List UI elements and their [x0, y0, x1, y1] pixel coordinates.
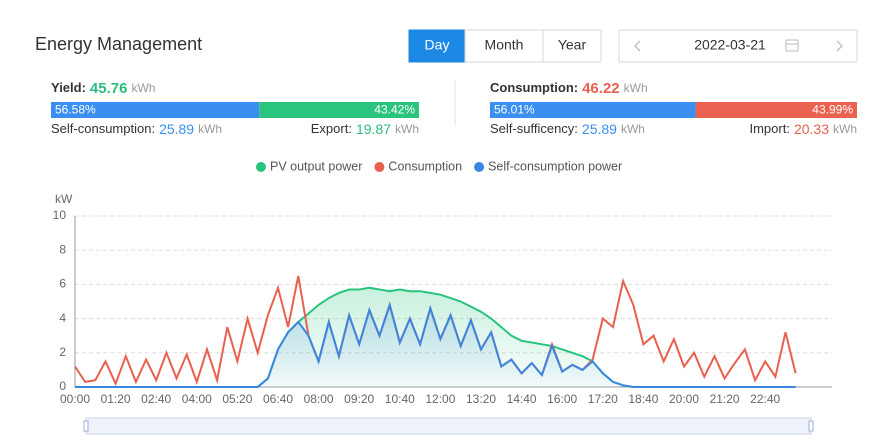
panel-value: 45.76	[90, 80, 128, 97]
tab[interactable]	[464, 29, 544, 63]
x-tick-label: 17:20	[588, 392, 618, 406]
share-label: 43.99%	[812, 103, 853, 117]
legend-label[interactable]: Self-consumption power	[488, 159, 622, 173]
date: 2022-03-21	[694, 37, 766, 53]
detail-value: 25.89	[159, 121, 194, 137]
detail-label: Self-sufficency:	[490, 121, 578, 136]
detail-unit: kWh	[833, 122, 857, 136]
share-bar	[490, 102, 696, 118]
y-axis-label: kW	[55, 192, 73, 206]
x-tick-label: 00:00	[60, 392, 90, 406]
y-tick-label: 0	[59, 379, 66, 393]
detail-value: 19.87	[356, 121, 391, 137]
y-tick-label: 10	[53, 208, 67, 222]
share-label: 56.58%	[55, 103, 96, 117]
share-label: 43.42%	[374, 103, 415, 117]
line	[75, 301, 796, 388]
x-tick-label: 14:40	[507, 392, 537, 406]
y-tick-label: 6	[59, 277, 66, 291]
detail-label: Self-consumption:	[51, 121, 155, 136]
x-tick-label: 04:00	[182, 392, 212, 406]
legend-marker[interactable]	[474, 162, 485, 172]
panel-heading: Yield: 45.76 kWh	[51, 80, 155, 97]
date-picker[interactable]	[618, 29, 858, 63]
x-tick-label: 18:40	[628, 392, 658, 406]
x-tick-label: 09:20	[344, 392, 374, 406]
tab-label[interactable]: Day	[425, 37, 450, 53]
x-tick-label: 08:00	[304, 392, 334, 406]
detail-unit: kWh	[395, 122, 419, 136]
panel-label: Consumption:	[490, 80, 578, 95]
panel-detail: Import: 20.33 kWh	[749, 121, 857, 137]
calendar-icon	[785, 39, 799, 52]
panel-unit: kWh	[131, 81, 155, 95]
panel-value: 46.22	[582, 80, 620, 97]
zoom-slider[interactable]	[83, 417, 814, 435]
share-bar	[259, 102, 419, 118]
detail-unit: kWh	[621, 122, 645, 136]
x-tick-label: 01:20	[101, 392, 131, 406]
x-tick-label: 12:00	[425, 392, 455, 406]
x-tick-label: 02:40	[141, 392, 171, 406]
x-tick-label: 16:00	[547, 392, 577, 406]
y-tick-label: 8	[59, 242, 66, 256]
panel-detail: Self-consumption: 25.89 kWh	[51, 121, 222, 137]
detail-value: 20.33	[794, 121, 829, 137]
panel-heading: Consumption: 46.22 kWh	[490, 80, 648, 97]
panel-label: Yield:	[51, 80, 86, 95]
tab-label[interactable]: Month	[485, 37, 524, 53]
share-label: 56.01%	[494, 103, 535, 117]
x-tick-label: 22:40	[750, 392, 780, 406]
x-tick-label: 05:20	[222, 392, 252, 406]
y-tick-label: 4	[59, 311, 66, 325]
tab[interactable]	[408, 29, 466, 63]
x-tick-label: 10:40	[385, 392, 415, 406]
detail-label: Export:	[311, 121, 352, 136]
legend-marker[interactable]	[374, 162, 385, 172]
tab-group: Day Month Year	[408, 29, 602, 63]
area	[75, 304, 796, 387]
legend-label[interactable]: PV output power	[270, 159, 362, 173]
panel-detail: Export: 19.87 kWh	[311, 121, 419, 137]
chart: kW 0 2 4 6 8 10 00:00 01:20 02:40 04:00 05:20 06:40 0…	[53, 159, 832, 406]
tab-label[interactable]: Year	[558, 37, 587, 53]
tab[interactable]	[542, 29, 602, 63]
x-tick-label: 20:00	[669, 392, 699, 406]
next-arrow[interactable]	[836, 40, 843, 52]
x-tick-label: 21:20	[710, 392, 740, 406]
share-bar	[695, 102, 857, 118]
y-tick-label: 2	[59, 345, 66, 359]
legend-marker[interactable]	[256, 162, 266, 172]
share-bar	[51, 102, 260, 118]
detail-value: 25.89	[582, 121, 617, 137]
x-tick-label: 13:20	[466, 392, 496, 406]
legend-label[interactable]: Consumption	[388, 159, 462, 173]
detail-unit: kWh	[198, 122, 222, 136]
x-tick-label: 06:40	[263, 392, 293, 406]
prev-arrow[interactable]	[634, 40, 641, 52]
page-title: Energy Management	[35, 34, 202, 54]
detail-label: Import:	[749, 121, 789, 136]
panel-detail: Self-sufficency: 25.89 kWh	[490, 121, 645, 137]
panel-unit: kWh	[624, 81, 648, 95]
